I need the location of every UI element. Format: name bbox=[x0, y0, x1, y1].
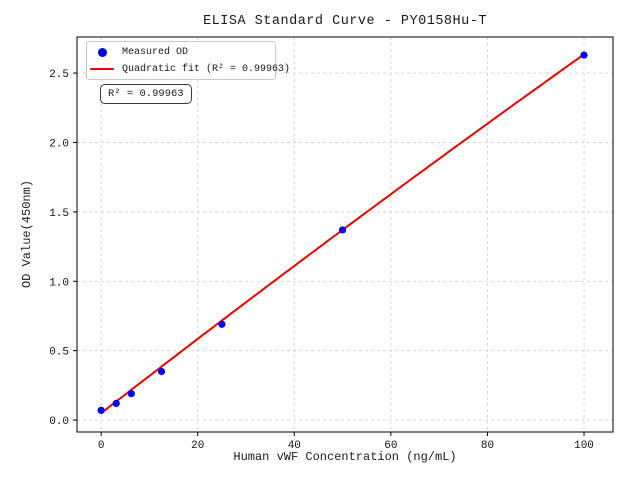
r-squared-annotation: R² = 0.99963 bbox=[100, 84, 192, 104]
x-axis-label: Human vWF Concentration (ng/mL) bbox=[233, 450, 457, 464]
plot-border bbox=[76, 36, 614, 433]
y-tick-label: 2.5 bbox=[49, 69, 69, 81]
data-point bbox=[580, 51, 588, 59]
data-point bbox=[218, 320, 226, 328]
x-tick-label: 40 bbox=[288, 440, 301, 452]
y-tick-label: 1.0 bbox=[49, 277, 69, 289]
data-point bbox=[157, 367, 166, 376]
legend-handle bbox=[89, 47, 115, 57]
data-point bbox=[97, 406, 105, 414]
x-tick-label: 20 bbox=[191, 440, 204, 452]
legend-handle bbox=[89, 67, 115, 71]
x-tick-label: 100 bbox=[574, 440, 594, 452]
data-point bbox=[127, 390, 135, 398]
legend-box: Measured OD Quadratic fit (R² = 0.99963) bbox=[86, 41, 290, 80]
y-tick-label: 0.0 bbox=[49, 416, 69, 428]
x-tick-label: 60 bbox=[384, 440, 397, 452]
x-tick-label: 0 bbox=[98, 440, 105, 452]
data-point bbox=[338, 226, 347, 234]
x-tick-label: 80 bbox=[481, 440, 494, 452]
legend-label-measured-od: Measured OD bbox=[122, 46, 189, 58]
y-tick-label: 0.5 bbox=[49, 347, 69, 359]
y-tick-label: 1.5 bbox=[49, 208, 69, 220]
fit-line-icon bbox=[90, 67, 114, 71]
legend-item-measured-od: Measured OD bbox=[89, 44, 269, 60]
y-axis-label: OD Value(450nm) bbox=[20, 179, 34, 289]
legend-item-quadratic-fit: Quadratic fit (R² = 0.99963) bbox=[89, 61, 290, 77]
quadratic-fit-line bbox=[100, 53, 585, 415]
scatter-dot-icon bbox=[97, 47, 107, 57]
data-point bbox=[112, 399, 120, 408]
legend-label-quadratic-fit: Quadratic fit (R² = 0.99963) bbox=[122, 63, 291, 75]
chart-title: ELISA Standard Curve - PY0158Hu-T bbox=[203, 14, 487, 29]
y-tick-label: 2.0 bbox=[49, 138, 69, 150]
